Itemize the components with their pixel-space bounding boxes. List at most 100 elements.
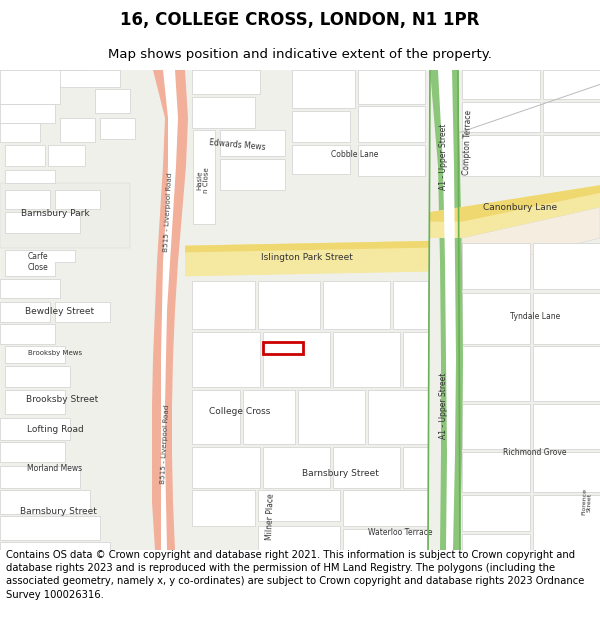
- Polygon shape: [192, 332, 260, 387]
- Text: Edwards Mews: Edwards Mews: [208, 138, 266, 152]
- Polygon shape: [0, 183, 130, 248]
- Polygon shape: [403, 332, 428, 387]
- Polygon shape: [543, 70, 600, 99]
- Polygon shape: [462, 534, 530, 550]
- Polygon shape: [60, 70, 120, 88]
- Polygon shape: [193, 131, 215, 224]
- Polygon shape: [192, 97, 255, 128]
- Text: Barnsbury Street: Barnsbury Street: [20, 507, 97, 516]
- Polygon shape: [393, 281, 428, 329]
- Polygon shape: [5, 170, 55, 183]
- Polygon shape: [55, 190, 100, 209]
- Polygon shape: [358, 70, 425, 104]
- Polygon shape: [5, 212, 80, 233]
- Polygon shape: [533, 346, 600, 401]
- Polygon shape: [5, 251, 75, 276]
- Polygon shape: [292, 145, 350, 174]
- Polygon shape: [243, 389, 295, 444]
- Text: Tyndale Lane: Tyndale Lane: [510, 312, 560, 321]
- Polygon shape: [462, 242, 530, 289]
- Polygon shape: [543, 102, 600, 132]
- Polygon shape: [462, 404, 530, 449]
- Polygon shape: [48, 145, 85, 166]
- Polygon shape: [5, 366, 70, 387]
- Polygon shape: [533, 452, 600, 493]
- Text: Carfe
Close: Carfe Close: [28, 253, 49, 272]
- Text: College Cross: College Cross: [209, 408, 271, 416]
- Polygon shape: [192, 491, 255, 526]
- Polygon shape: [161, 70, 178, 550]
- Polygon shape: [462, 70, 540, 99]
- Polygon shape: [323, 281, 390, 329]
- Polygon shape: [0, 122, 40, 142]
- Polygon shape: [263, 448, 330, 488]
- Polygon shape: [533, 242, 600, 289]
- Text: B515 - Liverpool Road: B515 - Liverpool Road: [160, 404, 170, 484]
- Text: Morland Mews: Morland Mews: [28, 464, 83, 473]
- Polygon shape: [0, 324, 55, 344]
- Polygon shape: [152, 70, 188, 550]
- Text: Brooksby Street: Brooksby Street: [26, 395, 98, 404]
- Text: A1 - Upper Street: A1 - Upper Street: [439, 123, 449, 189]
- Polygon shape: [220, 159, 285, 190]
- Text: Compton Terrace: Compton Terrace: [463, 109, 473, 174]
- Polygon shape: [192, 70, 260, 94]
- Polygon shape: [0, 302, 50, 321]
- Polygon shape: [462, 346, 530, 401]
- Polygon shape: [258, 526, 340, 550]
- Polygon shape: [258, 281, 320, 329]
- Polygon shape: [0, 442, 65, 462]
- Text: B515 - Liverpool Road: B515 - Liverpool Road: [163, 173, 173, 252]
- Polygon shape: [220, 131, 285, 156]
- Polygon shape: [100, 118, 135, 139]
- Text: Map shows position and indicative extent of the property.: Map shows position and indicative extent…: [108, 48, 492, 61]
- Polygon shape: [333, 448, 400, 488]
- Polygon shape: [5, 145, 45, 166]
- Text: 16, COLLEGE CROSS, LONDON, N1 1PR: 16, COLLEGE CROSS, LONDON, N1 1PR: [121, 11, 479, 29]
- Polygon shape: [533, 495, 600, 550]
- Polygon shape: [462, 452, 530, 493]
- Bar: [263, 342, 303, 354]
- Text: Bewdley Street: Bewdley Street: [25, 308, 95, 316]
- Polygon shape: [430, 185, 600, 238]
- Text: Florence
Street: Florence Street: [581, 488, 593, 516]
- Polygon shape: [0, 418, 70, 439]
- Polygon shape: [462, 102, 540, 132]
- Polygon shape: [438, 70, 456, 550]
- Text: Brooksby Mews: Brooksby Mews: [28, 350, 82, 356]
- Polygon shape: [192, 448, 260, 488]
- Polygon shape: [0, 491, 90, 514]
- Polygon shape: [543, 135, 600, 176]
- Text: Barnsbury Park: Barnsbury Park: [20, 209, 89, 219]
- Polygon shape: [358, 145, 425, 176]
- Text: Cobble Lane: Cobble Lane: [331, 150, 379, 159]
- Polygon shape: [5, 190, 50, 209]
- Polygon shape: [292, 111, 350, 142]
- Polygon shape: [298, 389, 365, 444]
- Polygon shape: [185, 241, 430, 252]
- Polygon shape: [0, 104, 55, 122]
- Text: Waterloo Terrace: Waterloo Terrace: [368, 528, 432, 538]
- Polygon shape: [0, 466, 80, 488]
- Polygon shape: [60, 118, 95, 142]
- Polygon shape: [0, 516, 100, 541]
- Polygon shape: [533, 404, 600, 449]
- Polygon shape: [462, 495, 530, 531]
- Polygon shape: [462, 135, 540, 176]
- Polygon shape: [533, 292, 600, 344]
- Polygon shape: [258, 491, 340, 521]
- Text: Islington Park Street: Islington Park Street: [261, 253, 353, 262]
- Polygon shape: [430, 185, 600, 222]
- Polygon shape: [462, 292, 530, 344]
- Polygon shape: [343, 491, 428, 526]
- Polygon shape: [368, 389, 428, 444]
- Polygon shape: [263, 332, 330, 387]
- Polygon shape: [185, 241, 430, 276]
- Polygon shape: [0, 542, 110, 550]
- Polygon shape: [403, 448, 428, 488]
- Polygon shape: [95, 89, 130, 113]
- Text: Barnsbury Street: Barnsbury Street: [302, 469, 379, 478]
- Text: Lofting Road: Lofting Road: [26, 426, 83, 434]
- Polygon shape: [192, 389, 240, 444]
- Text: A1 - Upper Street: A1 - Upper Street: [439, 372, 449, 439]
